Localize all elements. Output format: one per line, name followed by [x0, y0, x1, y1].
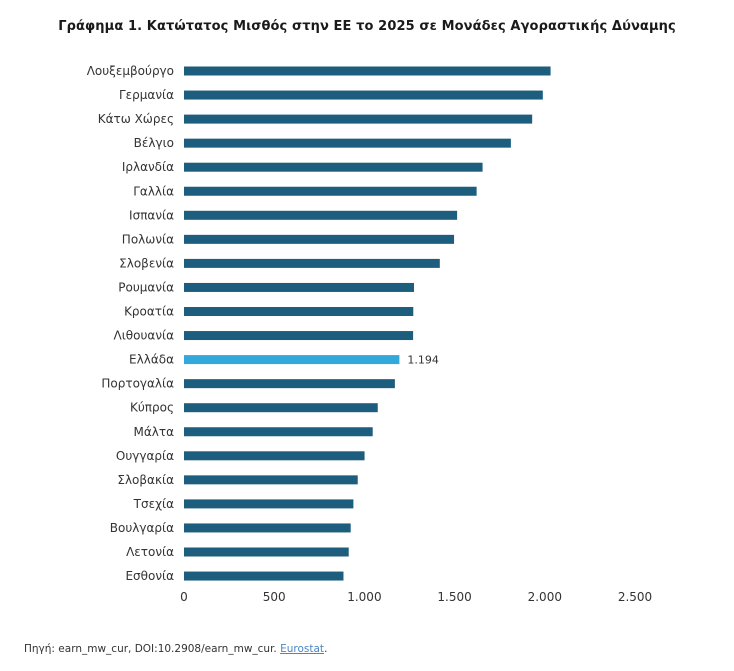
x-tick-label: 1.000: [347, 590, 381, 604]
category-label: Ισπανία: [129, 208, 174, 222]
x-tick-label: 0: [180, 590, 188, 604]
chart-title: Γράφημα 1. Κατώτατος Μισθός στην ΕΕ το 2…: [58, 19, 676, 34]
category-label: Σλοβακία: [117, 473, 174, 487]
bar: [184, 547, 349, 557]
x-tick-label: 2.500: [618, 590, 652, 604]
category-label: Λουξεμβούργο: [87, 64, 174, 78]
bar: [184, 114, 533, 124]
bar: [184, 307, 414, 316]
category-label: Γερμανία: [119, 88, 174, 102]
category-label: Λετονία: [126, 545, 174, 559]
bar: [184, 234, 455, 244]
category-label: Λιθουανία: [114, 329, 175, 343]
bar: [184, 186, 477, 196]
category-label: Γαλλία: [133, 184, 174, 198]
category-label: Μάλτα: [134, 425, 175, 439]
category-label: Κάτω Χώρες: [98, 112, 174, 126]
bar: [184, 210, 458, 220]
category-label: Ουγγαρία: [116, 449, 174, 463]
bar: [184, 379, 395, 389]
category-label: Ελλάδα: [129, 353, 174, 367]
bar: [184, 258, 440, 268]
source-suffix: .: [324, 643, 328, 655]
bar: [184, 138, 511, 148]
category-label: Ιρλανδία: [122, 160, 174, 174]
category-label: Κύπρος: [130, 401, 174, 415]
category-label: Εσθονία: [125, 569, 174, 583]
bar: [184, 427, 373, 437]
source-note: Πηγή: earn_mw_cur, DOI:10.2908/earn_mw_c…: [24, 643, 327, 655]
category-label: Ρουμανία: [118, 280, 174, 294]
category-label: Βέλγιο: [134, 136, 174, 150]
category-label: Τσεχία: [133, 497, 174, 511]
bar: [184, 66, 551, 76]
bar: [184, 162, 483, 172]
x-tick-label: 2.000: [528, 590, 562, 604]
bar: [184, 90, 543, 100]
bar: [184, 355, 400, 365]
data-label: 1.194: [407, 354, 439, 367]
bar: [184, 475, 358, 485]
category-label: Πολωνία: [122, 232, 174, 246]
bar: [184, 571, 344, 581]
category-label: Πορτογαλία: [101, 377, 174, 391]
category-label: Κροατία: [124, 305, 174, 319]
category-label: Βουλγαρία: [110, 521, 174, 535]
category-label: Σλοβενία: [119, 256, 174, 270]
eurostat-link[interactable]: Eurostat: [280, 643, 325, 655]
bar: [184, 451, 365, 461]
bar: [184, 499, 354, 509]
x-tick-label: 1.500: [437, 590, 471, 604]
bar: [184, 282, 415, 292]
bar: [184, 403, 378, 413]
bar: [184, 523, 351, 533]
bar: [184, 331, 414, 341]
x-tick-label: 500: [263, 590, 286, 604]
source-text: Πηγή: earn_mw_cur, DOI:10.2908/earn_mw_c…: [24, 643, 281, 655]
